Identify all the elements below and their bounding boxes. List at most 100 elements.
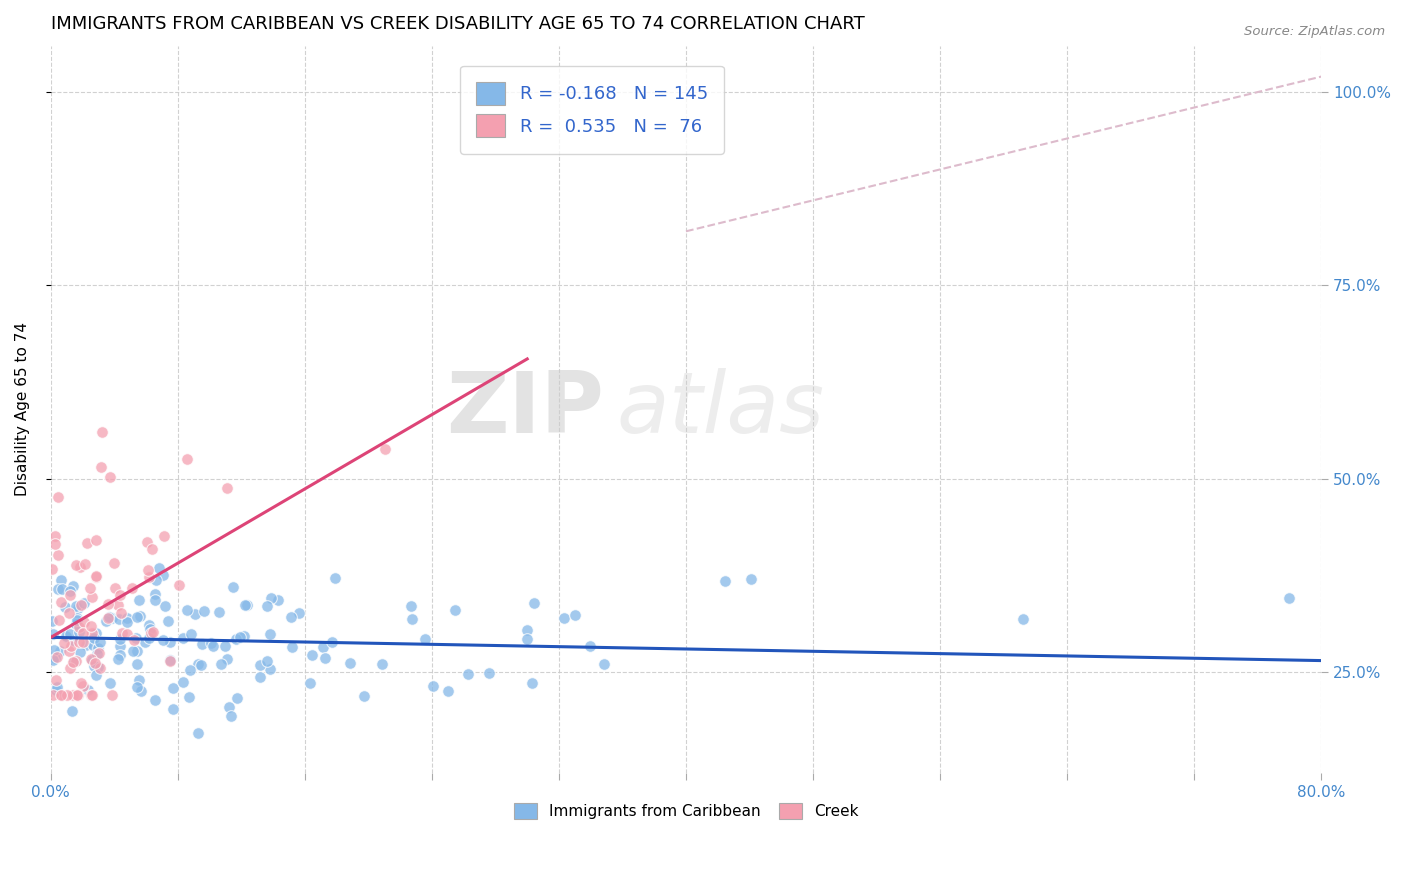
Point bbox=[67, 635, 90, 649]
Point bbox=[202, 639, 225, 653]
Point bbox=[101, 689, 124, 703]
Point bbox=[141, 541, 163, 556]
Point bbox=[101, 611, 124, 625]
Point bbox=[94, 615, 117, 629]
Point bbox=[740, 572, 762, 586]
Point bbox=[84, 657, 107, 671]
Point bbox=[49, 689, 72, 703]
Point bbox=[82, 689, 104, 703]
Point bbox=[45, 680, 67, 694]
Point bbox=[159, 635, 181, 649]
Point bbox=[437, 683, 460, 698]
Point bbox=[48, 614, 70, 628]
Point bbox=[44, 651, 66, 665]
Point bbox=[143, 593, 166, 607]
Point bbox=[86, 533, 108, 547]
Point bbox=[134, 635, 156, 649]
Point bbox=[287, 607, 309, 621]
Point bbox=[66, 601, 89, 615]
Point bbox=[110, 639, 132, 653]
Point bbox=[190, 658, 212, 673]
Point bbox=[80, 625, 103, 640]
Point bbox=[41, 562, 63, 576]
Point bbox=[128, 609, 150, 624]
Point bbox=[516, 632, 538, 646]
Point bbox=[138, 618, 160, 632]
Point bbox=[457, 667, 479, 681]
Point bbox=[143, 693, 166, 707]
Legend: Immigrants from Caribbean, Creek: Immigrants from Caribbean, Creek bbox=[506, 795, 866, 827]
Point bbox=[152, 567, 174, 582]
Point bbox=[172, 631, 194, 645]
Point bbox=[217, 652, 239, 666]
Point bbox=[401, 612, 423, 626]
Point bbox=[59, 661, 82, 675]
Point bbox=[115, 615, 138, 630]
Point bbox=[478, 666, 501, 681]
Point bbox=[69, 619, 91, 633]
Point bbox=[49, 643, 72, 657]
Point bbox=[46, 490, 69, 504]
Point bbox=[162, 681, 184, 696]
Point bbox=[107, 612, 129, 626]
Point bbox=[73, 558, 96, 572]
Point bbox=[51, 582, 73, 597]
Point bbox=[280, 610, 302, 624]
Point bbox=[58, 644, 80, 658]
Point bbox=[77, 683, 100, 698]
Point bbox=[218, 700, 240, 714]
Point bbox=[44, 528, 66, 542]
Point bbox=[49, 595, 72, 609]
Point bbox=[187, 725, 209, 739]
Point bbox=[82, 590, 104, 604]
Point bbox=[58, 606, 80, 620]
Point bbox=[520, 675, 543, 690]
Point bbox=[136, 563, 159, 577]
Point bbox=[65, 558, 87, 572]
Point bbox=[159, 653, 181, 667]
Point bbox=[260, 591, 283, 606]
Point bbox=[314, 651, 336, 665]
Point bbox=[233, 599, 256, 613]
Point bbox=[83, 659, 105, 673]
Point bbox=[125, 610, 148, 624]
Point bbox=[84, 570, 107, 584]
Point bbox=[67, 625, 90, 640]
Point bbox=[45, 673, 67, 688]
Point bbox=[222, 580, 245, 594]
Point bbox=[82, 638, 104, 652]
Point bbox=[55, 630, 77, 644]
Point bbox=[100, 675, 122, 690]
Point bbox=[51, 689, 73, 703]
Point bbox=[45, 649, 67, 664]
Point bbox=[89, 661, 111, 675]
Point bbox=[60, 639, 83, 653]
Point bbox=[339, 657, 361, 671]
Point bbox=[52, 635, 75, 649]
Point bbox=[157, 614, 180, 628]
Point bbox=[62, 633, 84, 648]
Point bbox=[89, 646, 111, 660]
Point bbox=[1012, 612, 1035, 626]
Point bbox=[229, 630, 252, 644]
Point bbox=[214, 639, 236, 653]
Point bbox=[59, 584, 82, 599]
Point bbox=[91, 425, 114, 440]
Point bbox=[138, 570, 160, 584]
Point bbox=[72, 679, 94, 693]
Point bbox=[145, 574, 167, 588]
Point bbox=[259, 662, 281, 676]
Point bbox=[104, 581, 127, 595]
Point bbox=[159, 654, 181, 668]
Point bbox=[48, 582, 70, 596]
Point bbox=[98, 609, 121, 624]
Point bbox=[87, 641, 110, 656]
Point bbox=[321, 634, 343, 648]
Point bbox=[370, 657, 392, 671]
Point bbox=[80, 689, 103, 703]
Point bbox=[553, 611, 575, 625]
Point bbox=[167, 578, 190, 592]
Point bbox=[191, 638, 214, 652]
Point bbox=[86, 569, 108, 583]
Point bbox=[65, 654, 87, 668]
